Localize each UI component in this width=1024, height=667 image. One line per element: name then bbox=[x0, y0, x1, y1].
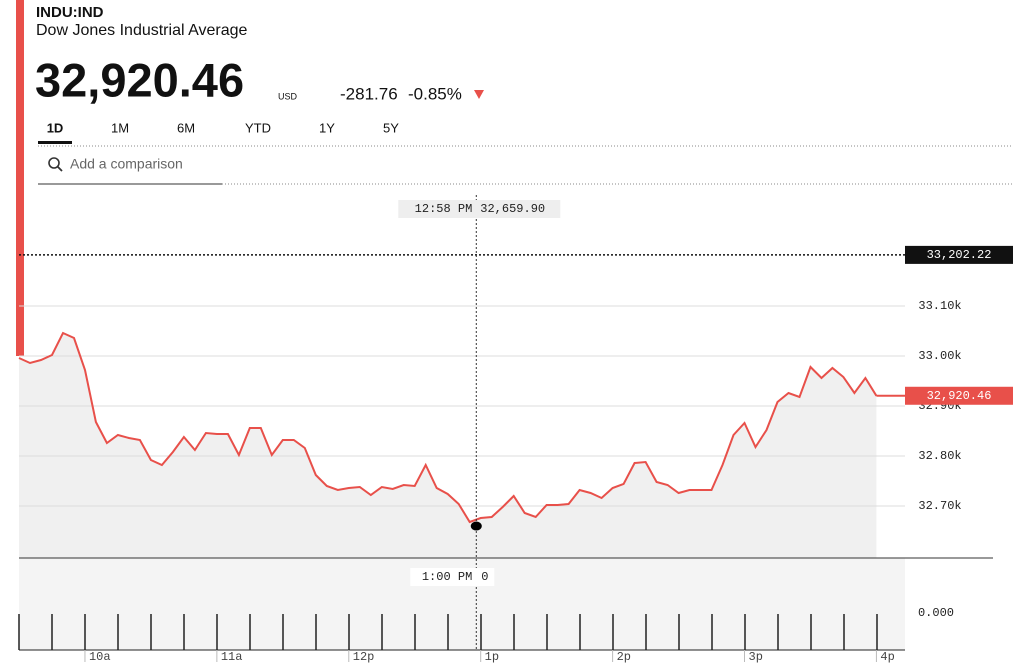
crosshair-time: 12:58 PM bbox=[415, 202, 473, 216]
y-tick-label: 33.00k bbox=[918, 349, 961, 363]
tabs: 1D 1M 6M YTD 1Y 5Y bbox=[38, 120, 399, 144]
volume-crosshair-box bbox=[410, 568, 495, 586]
y-tick-label: 32.70k bbox=[918, 499, 961, 513]
volume-crosshair-value: 0 bbox=[481, 570, 488, 584]
accent-bar bbox=[16, 0, 24, 356]
volume-crosshair-time: 1:00 PM bbox=[422, 570, 472, 584]
search-input[interactable]: Add a comparison bbox=[70, 156, 183, 172]
x-tick-label: 2p bbox=[617, 650, 631, 664]
chart: BloombergMarkets33.10k33.00k32.90k32.80k… bbox=[18, 195, 1013, 664]
tab[interactable]: 1M bbox=[111, 120, 129, 135]
previous-close-box bbox=[905, 245, 1013, 264]
change-percent: -0.85% bbox=[408, 84, 462, 103]
change: -281.76 bbox=[340, 84, 398, 103]
volume-tick-label: 0.000 bbox=[918, 606, 954, 620]
last-price-label: 32,920.46 bbox=[927, 389, 992, 403]
x-tick-label: 3p bbox=[749, 650, 763, 664]
tab[interactable]: 6M bbox=[177, 120, 195, 135]
crosshair-dot bbox=[470, 521, 482, 531]
tab[interactable]: 1D bbox=[47, 120, 64, 135]
y-tick-label: 33.10k bbox=[918, 299, 961, 313]
currency: USD bbox=[278, 91, 298, 101]
search-icon-handle bbox=[57, 166, 63, 172]
tab-underline bbox=[38, 141, 72, 144]
x-tick-label: 10a bbox=[89, 650, 111, 664]
tab[interactable]: 5Y bbox=[383, 120, 399, 135]
x-tick-label: 12p bbox=[353, 650, 375, 664]
price: 32,920.46 bbox=[35, 53, 244, 106]
x-tick-label: 11a bbox=[221, 650, 243, 664]
last-price-box bbox=[905, 386, 1013, 405]
down-arrow bbox=[474, 90, 484, 99]
x-tick-label: 4p bbox=[880, 650, 894, 664]
tab[interactable]: 1Y bbox=[319, 120, 335, 135]
price-line bbox=[18, 331, 878, 524]
tab[interactable]: YTD bbox=[245, 120, 271, 135]
area bbox=[19, 333, 877, 558]
x-tick-label: 1p bbox=[485, 650, 499, 664]
crosshair-box bbox=[398, 200, 561, 218]
symbol: INDU:IND bbox=[36, 4, 104, 21]
search-icon bbox=[48, 157, 60, 169]
index-name: Dow Jones Industrial Average bbox=[36, 22, 247, 39]
y-tick-label: 32.80k bbox=[918, 449, 961, 463]
previous-close-label: 33,202.22 bbox=[927, 248, 992, 262]
crosshair-value: 32,659.90 bbox=[480, 202, 545, 216]
